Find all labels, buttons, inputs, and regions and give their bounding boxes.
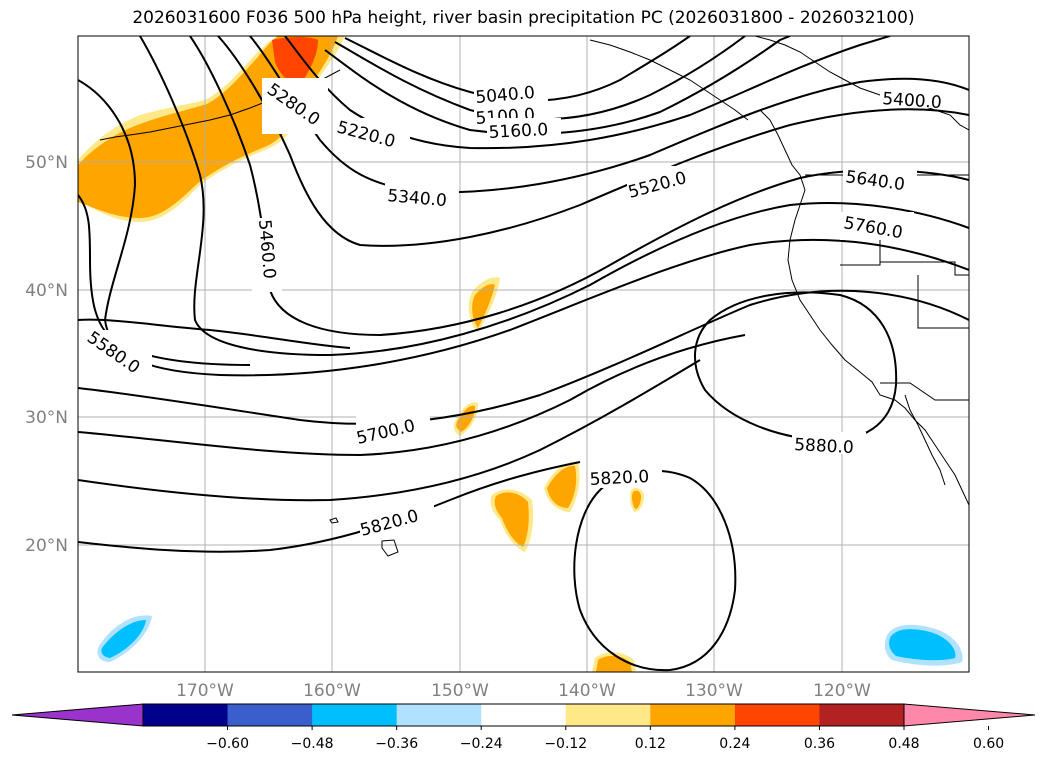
colorbar-tick-label: 0.60 xyxy=(973,736,1004,752)
graticule xyxy=(78,36,969,672)
colorbar-segment xyxy=(819,704,905,726)
latitude-labels: 50°N 40°N 30°N 20°N xyxy=(25,153,68,556)
colorbar-segment xyxy=(565,704,651,726)
colorbar-extend-low xyxy=(11,703,144,727)
colorbar-tick-label: −0.48 xyxy=(291,736,334,752)
colorbar-segment xyxy=(227,704,313,726)
colorbar-segment xyxy=(143,704,229,726)
contour-labels: 5040.0 5100.0 5160.0 5220.0 5280.0 5340.… xyxy=(82,78,954,541)
map-frame xyxy=(77,35,970,673)
colorbar-tick-label: −0.24 xyxy=(460,736,503,752)
colorbar-segment xyxy=(481,704,567,726)
colorbar-tick-label: 0.12 xyxy=(635,736,666,752)
colorbar-segment xyxy=(396,704,482,726)
svg-text:5820.0: 5820.0 xyxy=(589,467,649,490)
colorbar-segment xyxy=(650,704,736,726)
colorbar-tick-label: −0.60 xyxy=(206,736,249,752)
colorbar-tick-label: −0.36 xyxy=(375,736,418,752)
svg-text:160°W: 160°W xyxy=(303,681,361,701)
svg-text:120°W: 120°W xyxy=(813,681,871,701)
svg-text:170°W: 170°W xyxy=(176,681,234,701)
colorbar: −0.60 −0.48 −0.36 −0.24 −0.12 0.12 0.24 0.36 0.4… xyxy=(11,703,1036,752)
colorbar-segment xyxy=(734,704,820,726)
svg-text:50°N: 50°N xyxy=(25,153,68,173)
colorbar-segment xyxy=(312,704,398,726)
svg-text:140°W: 140°W xyxy=(558,681,616,701)
svg-text:5880.0: 5880.0 xyxy=(794,435,854,458)
map-title: 2026031600 F036 500 hPa height, river ba… xyxy=(132,8,915,28)
colorbar-tick-label: −0.12 xyxy=(544,736,587,752)
svg-text:30°N: 30°N xyxy=(25,408,68,428)
svg-text:40°N: 40°N xyxy=(25,281,68,301)
svg-text:5160.0: 5160.0 xyxy=(488,120,548,143)
longitude-labels: 170°W 160°W 150°W 140°W 130°W 120°W xyxy=(176,681,871,701)
colorbar-tick-label: 0.48 xyxy=(888,736,919,752)
colorbar-tick-label: 0.36 xyxy=(804,736,835,752)
colorbar-tick-label: 0.24 xyxy=(719,736,750,752)
colorbar-extend-high xyxy=(903,703,1036,727)
svg-text:5400.0: 5400.0 xyxy=(882,89,943,113)
height-contours xyxy=(78,36,969,672)
svg-text:150°W: 150°W xyxy=(431,681,489,701)
svg-text:130°W: 130°W xyxy=(685,681,743,701)
svg-text:20°N: 20°N xyxy=(25,536,68,556)
